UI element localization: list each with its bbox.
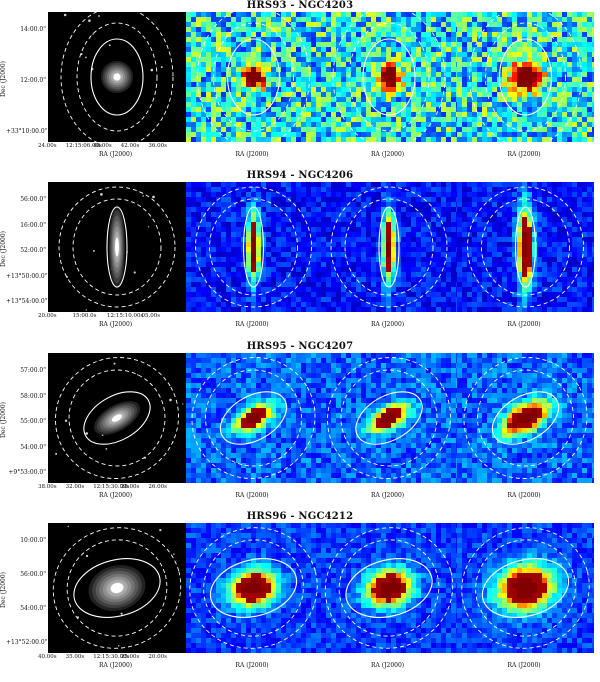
row-title: HRS96 - NGC4212 <box>246 511 354 522</box>
flux-map <box>186 12 321 142</box>
y-tick-label: 10:00.0" <box>20 537 46 544</box>
flux-map <box>186 523 321 653</box>
x-tick-label: 28.00s <box>120 484 140 490</box>
x-axis-label: RA (J2000) <box>99 492 133 499</box>
optical-image <box>48 12 186 142</box>
x-axis-label: RA (J2000) <box>235 492 269 499</box>
flux-map-panel <box>457 12 594 142</box>
row-title: HRS95 - NGC4207 <box>246 341 354 352</box>
galaxy-row: HRS94 - NGC4206 RA (J2000) RA (J2000) RA (J… <box>0 170 600 340</box>
x-axis-label: RA (J2000) <box>507 321 541 328</box>
y-tick-label: +13°54:00.0" <box>6 298 48 305</box>
flux-map <box>186 353 321 483</box>
x-tick-label: 42.00s <box>120 143 140 149</box>
x-axis-label: RA (J2000) <box>371 151 405 158</box>
galaxy-row: HRS93 - NGC4203 RA (J2000) RA (J2000) RA (J… <box>0 0 600 170</box>
optical-image-panel <box>48 353 186 483</box>
x-axis-label: RA (J2000) <box>99 321 133 328</box>
flux-map <box>457 523 594 653</box>
flux-map-panel <box>186 182 321 312</box>
galaxy-row: HRS95 - NGC4207 RA (J2000) RA (J2000) RA (J… <box>0 341 600 511</box>
x-tick-label: 05.00s <box>141 313 161 319</box>
x-tick-label: 12:15:30.00s <box>93 654 130 660</box>
y-axis-label: Dec (J2000) <box>0 61 7 97</box>
flux-map-panel <box>321 12 457 142</box>
y-tick-label: 52:00.0" <box>20 247 46 254</box>
optical-image <box>48 353 186 483</box>
x-tick-label: 20.00s <box>38 313 57 319</box>
y-tick-label: 55:00.0" <box>20 418 46 425</box>
y-tick-label: +13°52:00.0" <box>6 639 48 646</box>
flux-map <box>457 353 594 483</box>
y-tick-label: 58:00.0" <box>20 392 46 400</box>
y-tick-label: +33°10:00.0" <box>6 128 48 135</box>
x-axis-label: RA (J2000) <box>99 662 133 669</box>
flux-map-panel <box>186 12 321 142</box>
optical-image <box>48 523 186 653</box>
x-axis-label: RA (J2000) <box>235 151 269 158</box>
row-title: HRS93 - NGC4203 <box>246 0 354 11</box>
y-tick-label: 54:00.0" <box>20 443 46 451</box>
flux-map-panel <box>186 353 321 483</box>
x-tick-label: 32.00s <box>65 484 85 490</box>
x-tick-label: 25.00s <box>120 654 140 660</box>
y-tick-label: 16:00.0" <box>20 221 46 229</box>
optical-image-panel <box>48 182 186 312</box>
x-axis-label: RA (J2000) <box>507 662 541 669</box>
x-axis-label: RA (J2000) <box>235 662 269 669</box>
optical-image-panel <box>48 12 186 142</box>
flux-map-panel <box>457 182 594 312</box>
x-tick-label: 12:15:30.00s <box>93 484 130 490</box>
galaxy-row: HRS96 - NGC4212 RA (J2000) RA (J2000) RA (J… <box>0 511 600 681</box>
y-tick-label: +13°50:00.0" <box>6 272 48 280</box>
x-tick-label: 12:15:06.00s <box>65 143 102 149</box>
x-axis-label: RA (J2000) <box>507 492 541 499</box>
optical-image-panel <box>48 523 186 653</box>
y-tick-label: 12:00.0" <box>20 77 46 84</box>
y-tick-label: 56:00.0" <box>20 571 46 578</box>
y-tick-label: 14:00.0" <box>20 26 46 33</box>
flux-map-panel <box>186 523 321 653</box>
x-tick-label: 26.00s <box>148 484 167 490</box>
x-axis-label: RA (J2000) <box>235 321 269 328</box>
row-title: HRS94 - NGC4206 <box>246 170 354 181</box>
x-tick-label: 20.00s <box>148 654 167 660</box>
flux-map <box>321 353 457 483</box>
x-tick-label: 15:00.0s <box>72 313 97 319</box>
x-axis-label: RA (J2000) <box>507 151 541 158</box>
x-axis-label: RA (J2000) <box>371 492 405 499</box>
x-axis-label: RA (J2000) <box>99 151 133 158</box>
y-axis-label: Dec (J2000) <box>0 231 7 267</box>
y-tick-label: 54:00.0" <box>20 605 46 612</box>
flux-map-panel <box>457 353 594 483</box>
x-tick-label: 38.00s <box>38 484 57 490</box>
flux-map-panel <box>321 182 457 312</box>
flux-map <box>457 182 594 312</box>
y-axis-label: Dec (J2000) <box>0 572 7 608</box>
x-tick-label: 40.00s <box>38 654 57 660</box>
flux-map <box>321 523 457 653</box>
flux-map <box>457 12 594 142</box>
x-tick-label: 24.00s <box>38 143 57 149</box>
x-tick-label: 35.00s <box>65 654 85 660</box>
flux-map-panel <box>321 523 457 653</box>
x-tick-label: 12:15:10.00s <box>107 313 144 319</box>
x-tick-label: 36.00s <box>148 143 167 149</box>
x-axis-label: RA (J2000) <box>371 321 405 328</box>
flux-map-panel <box>457 523 594 653</box>
flux-map <box>321 12 457 142</box>
optical-image <box>48 182 186 312</box>
x-tick-label: 48.00s <box>93 143 112 149</box>
flux-map <box>186 182 321 312</box>
y-tick-label: +9°53:00.0" <box>8 469 46 476</box>
x-axis-label: RA (J2000) <box>371 662 405 669</box>
y-tick-label: 57:00.0" <box>20 367 46 374</box>
flux-map-panel <box>321 353 457 483</box>
y-tick-label: 56:00.0" <box>20 196 46 203</box>
y-axis-label: Dec (J2000) <box>0 402 7 438</box>
flux-map <box>321 182 457 312</box>
